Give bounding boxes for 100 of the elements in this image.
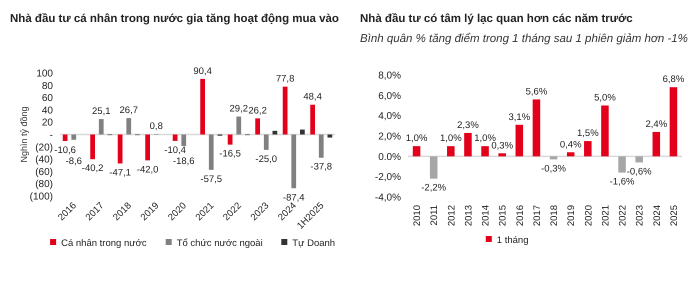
bar (310, 104, 315, 134)
y-tick-label: 2,0% (378, 132, 402, 142)
data-label: 0,3% (491, 140, 514, 152)
data-label: 26,7 (120, 105, 138, 116)
bar (145, 134, 150, 160)
y-axis-title: Nghìn tỷ đồng (19, 106, 29, 163)
x-tick-label: 2025 (668, 205, 680, 226)
x-tick-label: 2021 (600, 205, 612, 226)
bar (318, 134, 324, 158)
data-label: -18,6 (172, 156, 195, 167)
data-label: 29,2 (230, 104, 248, 115)
x-tick-label: 2020 (583, 205, 594, 226)
data-label: 48,4 (303, 92, 322, 103)
y-tick-label: 100 (36, 68, 54, 80)
y-tick-label: 60 (42, 93, 54, 104)
bar (90, 134, 95, 160)
data-label: 77,8 (276, 74, 294, 85)
legend-label: 1 tháng (496, 235, 529, 246)
bar (464, 132, 472, 156)
bar (62, 134, 68, 142)
x-tick-label: 2018 (549, 205, 560, 226)
bar (670, 87, 678, 156)
bar (282, 86, 288, 134)
bar (618, 156, 626, 173)
x-tick-label: 2011 (429, 205, 440, 226)
data-label: -57,5 (200, 174, 222, 185)
data-label: 1,0% (440, 133, 462, 144)
x-tick-label: 2024 (652, 205, 663, 226)
bar (228, 134, 232, 145)
bar (635, 156, 643, 162)
data-label: 26,2 (248, 105, 267, 116)
x-tick-label: 2022 (618, 205, 629, 226)
bar (98, 119, 104, 134)
data-label: -40,2 (82, 163, 104, 174)
bar (498, 153, 506, 156)
x-tick-label: 2016 (514, 205, 526, 226)
bar (236, 116, 242, 134)
bar (291, 134, 296, 188)
legend-label: Tự Doanh (292, 238, 336, 249)
bar (255, 118, 260, 134)
y-tick-label: 20 (42, 118, 54, 129)
legend-label: Cá nhân trong nước (61, 238, 147, 249)
chart-title: Nhà đầu tư cá nhân trong nước gia tăng hoạt động mua vào (10, 13, 339, 25)
y-tick-label: 0.0% (378, 152, 402, 163)
data-label: -42,0 (136, 164, 158, 176)
bar (652, 132, 660, 156)
bar (481, 146, 489, 156)
y-tick-label: (60) (35, 166, 53, 178)
y-tick-label: -2,0% (374, 172, 402, 184)
data-label: 3,1% (508, 112, 531, 123)
bar (200, 78, 205, 134)
y-tick-label: 8,0% (378, 70, 402, 82)
bar (430, 156, 438, 179)
bar (412, 146, 420, 156)
bar (516, 124, 524, 156)
bar (172, 134, 178, 141)
y-tick-label: (40) (35, 154, 53, 166)
bar (118, 134, 122, 164)
x-tick-label: 2023 (634, 205, 646, 226)
bar (208, 134, 214, 170)
bar (126, 118, 132, 134)
y-tick-label: 4,0% (378, 111, 402, 122)
data-label: 90,4 (193, 66, 212, 77)
y-tick-label: (20) (35, 142, 53, 154)
y-tick-label: (100) (30, 192, 53, 202)
bar (532, 99, 540, 156)
bar (71, 134, 76, 140)
data-label: 5,6% (526, 86, 548, 98)
data-label: -25,0 (255, 154, 278, 165)
y-tick-label: -4,0% (374, 192, 402, 204)
data-label: -10,4 (164, 144, 186, 156)
bar (550, 156, 558, 160)
bar (181, 134, 186, 146)
y-tick-label: - (50, 130, 53, 141)
x-tick-label: 2015 (498, 205, 509, 226)
bar (447, 146, 455, 156)
chart-title: Nhà đầu tư có tâm lý lạc quan hơn các năm trước (360, 13, 634, 25)
data-label: 25,1 (92, 106, 110, 118)
bar (328, 134, 332, 138)
legend-label: Tổ chức nước ngoài (176, 238, 263, 249)
data-label: 2,3% (457, 120, 480, 131)
data-label: -37,8 (310, 162, 332, 173)
data-label: -0,6% (626, 166, 652, 178)
bar (300, 130, 305, 134)
data-label: 1,5% (576, 128, 600, 140)
data-label: 1,0% (406, 133, 428, 144)
data-label: -47,1 (109, 167, 131, 178)
data-label: -8,6 (66, 156, 82, 168)
x-tick-label: 2012 (446, 205, 458, 226)
bar (272, 130, 278, 134)
data-label: -10,6 (54, 145, 76, 156)
data-label: 0,8 (150, 121, 163, 132)
data-label: 6,8% (662, 74, 685, 86)
data-label: 5,0% (594, 92, 616, 104)
y-tick-label: 80 (42, 80, 54, 92)
data-label: -2,2% (421, 182, 447, 194)
x-tick-label: 2014 (480, 205, 492, 226)
y-tick-label: 40 (42, 105, 54, 116)
data-label: -16,5 (219, 148, 241, 160)
bar (566, 152, 574, 156)
